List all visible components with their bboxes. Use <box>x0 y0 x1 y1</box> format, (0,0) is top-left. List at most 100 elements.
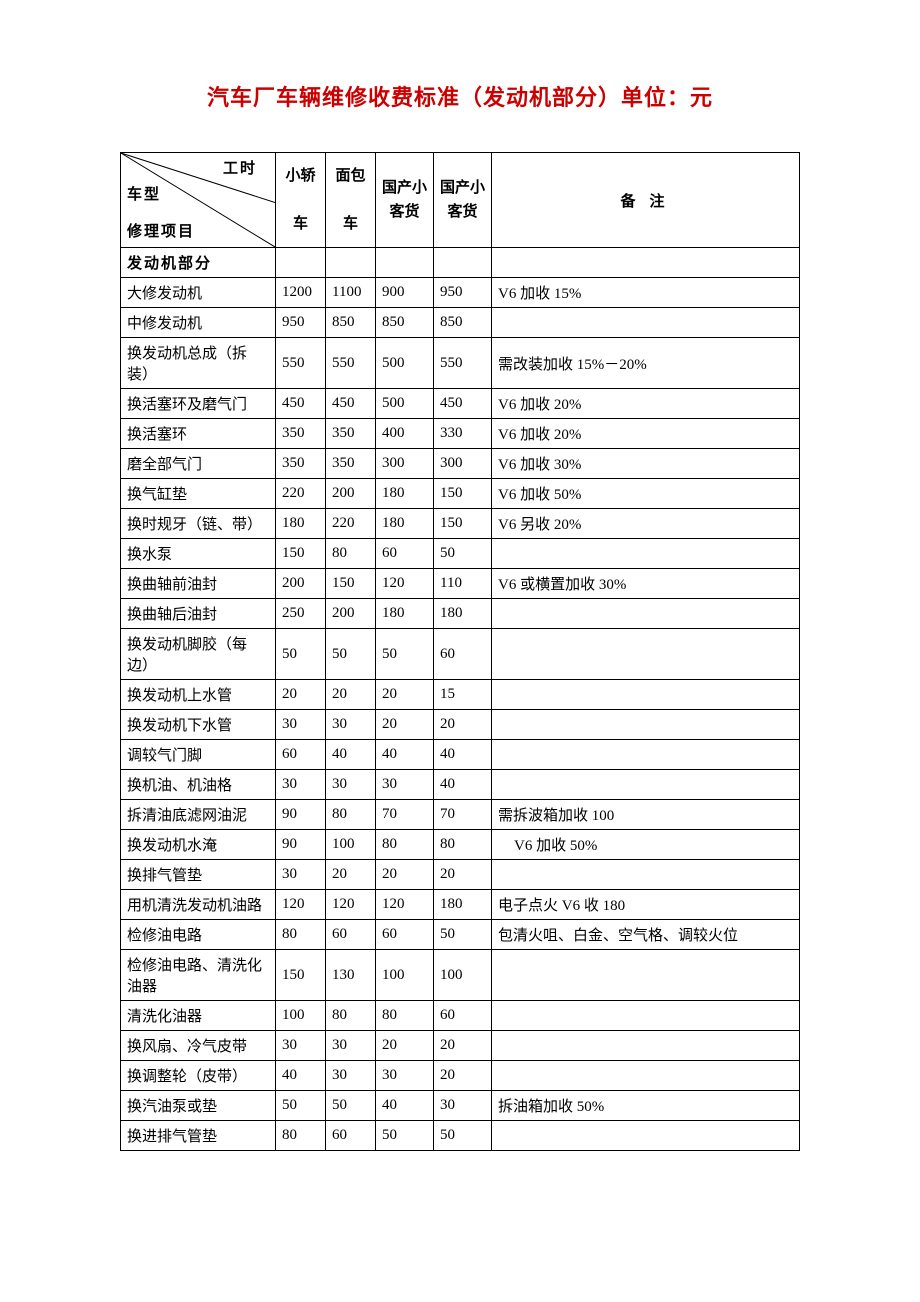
remark-cell <box>492 950 800 1001</box>
remark-cell <box>492 1001 800 1031</box>
value-cell: 450 <box>326 389 376 419</box>
value-cell: 550 <box>326 338 376 389</box>
value-cell: 40 <box>376 1091 434 1121</box>
value-cell: 80 <box>376 1001 434 1031</box>
remark-cell <box>492 710 800 740</box>
table-row: 用机清洗发动机油路120120120180电子点火 V6 收 180 <box>121 890 800 920</box>
item-cell: 清洗化油器 <box>121 1001 276 1031</box>
value-cell: 350 <box>326 449 376 479</box>
value-cell: 50 <box>326 1091 376 1121</box>
value-cell: 50 <box>434 920 492 950</box>
remark-cell <box>492 629 800 680</box>
value-cell: 330 <box>434 419 492 449</box>
remark-cell: 需拆波箱加收 100 <box>492 800 800 830</box>
table-row: 换气缸垫220200180150V6 加收 50% <box>121 479 800 509</box>
item-cell: 换进排气管垫 <box>121 1121 276 1151</box>
item-cell: 大修发动机 <box>121 278 276 308</box>
value-cell: 350 <box>276 449 326 479</box>
table-row: 换活塞环350350400330V6 加收 20% <box>121 419 800 449</box>
table-body: 发动机部分 大修发动机12001100900950V6 加收 15%中修发动机9… <box>121 248 800 1151</box>
remark-cell <box>492 539 800 569</box>
remark-cell <box>492 1121 800 1151</box>
value-cell: 100 <box>326 830 376 860</box>
value-cell: 400 <box>376 419 434 449</box>
item-cell: 磨全部气门 <box>121 449 276 479</box>
value-cell: 850 <box>376 308 434 338</box>
value-cell: 80 <box>326 800 376 830</box>
item-cell: 拆清油底滤网油泥 <box>121 800 276 830</box>
item-cell: 换发动机下水管 <box>121 710 276 740</box>
col-remark: 备注 <box>492 153 800 248</box>
table-row: 换发动机上水管20202015 <box>121 680 800 710</box>
value-cell: 30 <box>276 770 326 800</box>
value-cell: 100 <box>276 1001 326 1031</box>
table-row: 换发动机脚胶（每边）50505060 <box>121 629 800 680</box>
value-cell: 20 <box>434 710 492 740</box>
value-cell: 50 <box>376 1121 434 1151</box>
item-cell: 换时规牙（链、带） <box>121 509 276 539</box>
item-cell: 换调整轮（皮带） <box>121 1061 276 1091</box>
table-row: 清洗化油器100808060 <box>121 1001 800 1031</box>
value-cell: 60 <box>276 740 326 770</box>
value-cell: 50 <box>326 629 376 680</box>
remark-cell: V6 加收 20% <box>492 419 800 449</box>
value-cell: 150 <box>276 539 326 569</box>
table-row: 换进排气管垫80605050 <box>121 1121 800 1151</box>
value-cell: 180 <box>376 479 434 509</box>
item-cell: 换发动机水淹 <box>121 830 276 860</box>
value-cell: 30 <box>434 1091 492 1121</box>
value-cell: 20 <box>434 860 492 890</box>
table-row: 检修油电路、清洗化油器150130100100 <box>121 950 800 1001</box>
value-cell: 950 <box>276 308 326 338</box>
value-cell: 70 <box>434 800 492 830</box>
remark-cell: V6 加收 50% <box>492 479 800 509</box>
value-cell: 300 <box>376 449 434 479</box>
value-cell: 200 <box>276 569 326 599</box>
value-cell: 60 <box>434 629 492 680</box>
item-cell: 换排气管垫 <box>121 860 276 890</box>
table-row: 换机油、机油格30303040 <box>121 770 800 800</box>
value-cell: 60 <box>326 920 376 950</box>
remark-cell <box>492 740 800 770</box>
value-cell: 20 <box>376 860 434 890</box>
item-cell: 检修油电路 <box>121 920 276 950</box>
value-cell: 300 <box>434 449 492 479</box>
value-cell: 30 <box>326 770 376 800</box>
table-row: 换水泵150806050 <box>121 539 800 569</box>
item-cell: 换曲轴前油封 <box>121 569 276 599</box>
value-cell: 120 <box>326 890 376 920</box>
table-row: 调较气门脚60404040 <box>121 740 800 770</box>
value-cell: 120 <box>276 890 326 920</box>
value-cell: 20 <box>376 680 434 710</box>
value-cell: 70 <box>376 800 434 830</box>
value-cell: 900 <box>376 278 434 308</box>
value-cell: 350 <box>276 419 326 449</box>
value-cell: 80 <box>434 830 492 860</box>
remark-cell <box>492 680 800 710</box>
remark-cell: 需改装加收 15%－20% <box>492 338 800 389</box>
value-cell: 80 <box>326 1001 376 1031</box>
item-cell: 换汽油泵或垫 <box>121 1091 276 1121</box>
value-cell: 50 <box>376 629 434 680</box>
table-row: 大修发动机12001100900950V6 加收 15% <box>121 278 800 308</box>
value-cell: 40 <box>326 740 376 770</box>
value-cell: 20 <box>376 1031 434 1061</box>
value-cell: 1100 <box>326 278 376 308</box>
value-cell: 30 <box>326 1031 376 1061</box>
remark-cell: V6 加收 20% <box>492 389 800 419</box>
item-cell: 换曲轴后油封 <box>121 599 276 629</box>
value-cell: 950 <box>434 278 492 308</box>
value-cell: 60 <box>376 920 434 950</box>
col-1: 小轿车 <box>276 153 326 248</box>
remark-cell: V6 加收 50% <box>492 830 800 860</box>
table-row: 换发动机下水管30302020 <box>121 710 800 740</box>
item-cell: 换风扇、冷气皮带 <box>121 1031 276 1061</box>
remark-cell: 电子点火 V6 收 180 <box>492 890 800 920</box>
remark-cell <box>492 599 800 629</box>
header-修理项目: 修理项目 <box>127 220 195 241</box>
value-cell: 90 <box>276 830 326 860</box>
value-cell: 30 <box>276 1031 326 1061</box>
value-cell: 110 <box>434 569 492 599</box>
item-cell: 检修油电路、清洗化油器 <box>121 950 276 1001</box>
remark-cell: 包清火咀、白金、空气格、调较火位 <box>492 920 800 950</box>
